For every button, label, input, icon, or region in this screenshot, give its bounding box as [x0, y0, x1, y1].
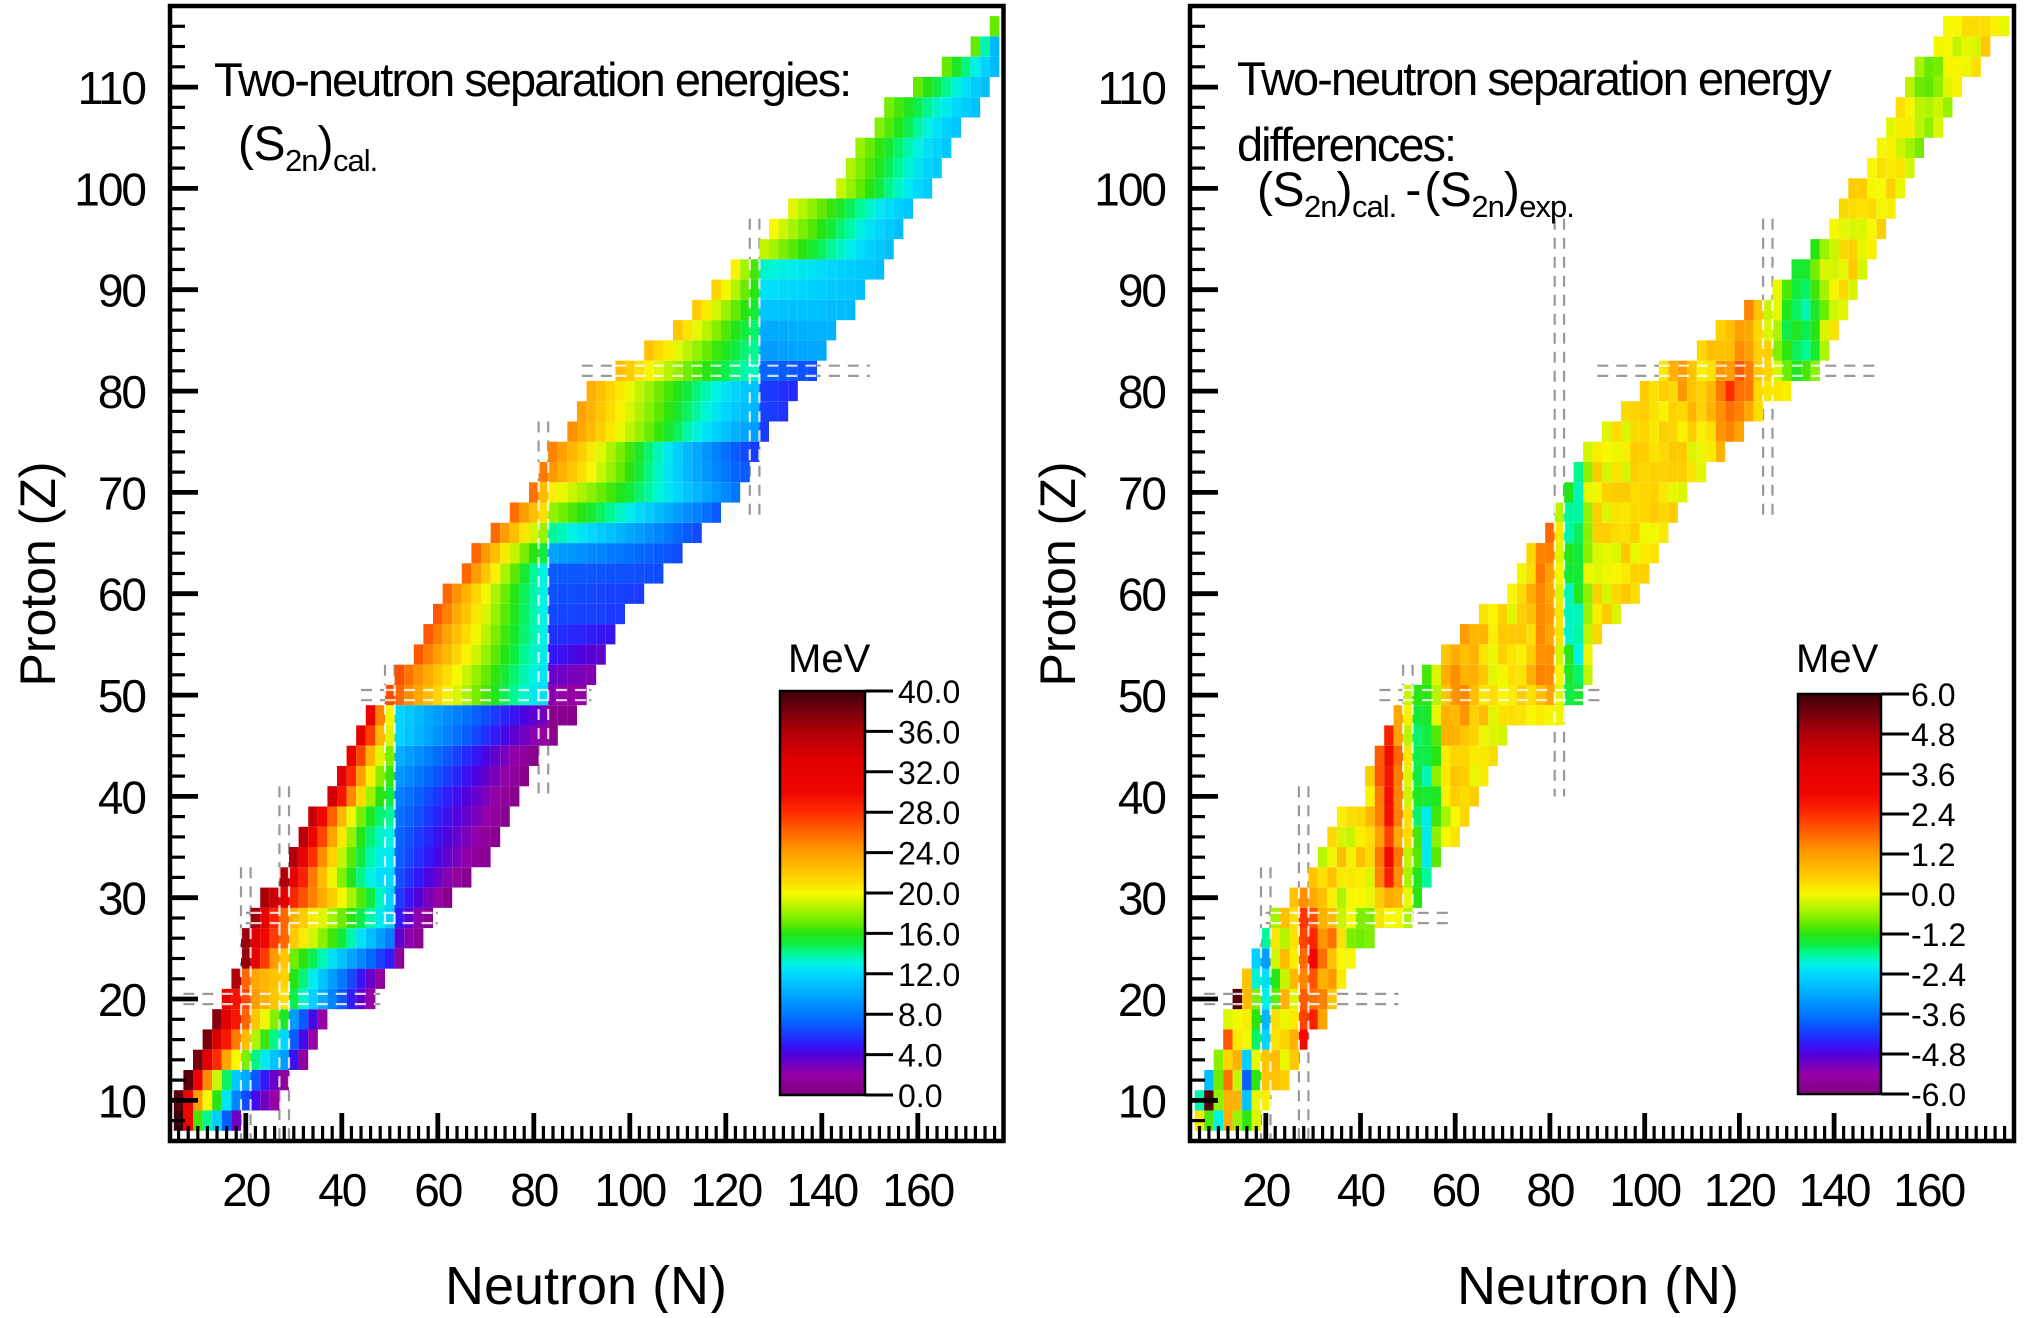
svg-text:60: 60 — [414, 1164, 462, 1216]
svg-text:90: 90 — [98, 265, 146, 317]
svg-text:160: 160 — [1893, 1164, 1964, 1216]
svg-text:4.0: 4.0 — [898, 1038, 942, 1074]
svg-text:6.0: 6.0 — [1911, 677, 1955, 713]
svg-text:30: 30 — [98, 873, 146, 925]
svg-text:40: 40 — [1337, 1164, 1385, 1216]
svg-text:0.0: 0.0 — [898, 1078, 942, 1114]
svg-text:20: 20 — [98, 974, 146, 1026]
svg-text:MeV: MeV — [1796, 637, 1879, 681]
svg-text:110: 110 — [1098, 62, 1166, 114]
svg-text:100: 100 — [1094, 163, 1165, 215]
svg-text:40: 40 — [98, 771, 146, 823]
svg-text:16.0: 16.0 — [898, 916, 960, 952]
svg-text:120: 120 — [690, 1164, 761, 1216]
svg-text:20: 20 — [1118, 974, 1166, 1026]
svg-text:100: 100 — [1609, 1164, 1680, 1216]
svg-text:100: 100 — [74, 163, 145, 215]
svg-text:Two-neutron separation energie: Two-neutron separation energies: — [214, 53, 850, 106]
svg-text:-6.0: -6.0 — [1911, 1077, 1966, 1113]
svg-text:80: 80 — [98, 366, 146, 418]
svg-text:differences:: differences: — [1237, 118, 1455, 171]
svg-text:Neutron (N): Neutron (N) — [445, 1256, 727, 1313]
svg-text:80: 80 — [1526, 1164, 1574, 1216]
svg-text:120: 120 — [1704, 1164, 1775, 1216]
svg-text:110: 110 — [78, 62, 146, 114]
svg-text:60: 60 — [98, 569, 146, 621]
svg-text:32.0: 32.0 — [898, 755, 960, 791]
svg-text:24.0: 24.0 — [898, 836, 960, 872]
svg-text:-4.8: -4.8 — [1911, 1037, 1966, 1073]
svg-text:0.0: 0.0 — [1911, 877, 1955, 913]
svg-text:3.6: 3.6 — [1911, 757, 1955, 793]
svg-text:80: 80 — [1118, 366, 1166, 418]
svg-text:40.0: 40.0 — [898, 674, 960, 710]
svg-text:60: 60 — [1432, 1164, 1480, 1216]
svg-text:Neutron (N): Neutron (N) — [1457, 1256, 1739, 1313]
svg-text:-1.2: -1.2 — [1911, 917, 1966, 953]
svg-text:1.2: 1.2 — [1911, 837, 1955, 873]
svg-text:MeV: MeV — [788, 637, 871, 681]
svg-text:20: 20 — [222, 1164, 270, 1216]
svg-text:20: 20 — [1242, 1164, 1290, 1216]
svg-text:60: 60 — [1118, 569, 1166, 621]
svg-text:90: 90 — [1118, 265, 1166, 317]
svg-text:50: 50 — [98, 670, 146, 722]
svg-text:-3.6: -3.6 — [1911, 997, 1966, 1033]
svg-text:10: 10 — [98, 1075, 146, 1127]
svg-text:50: 50 — [1118, 670, 1166, 722]
svg-text:70: 70 — [98, 467, 146, 519]
svg-text:Proton (Z): Proton (Z) — [1030, 461, 1086, 686]
svg-text:40: 40 — [1118, 771, 1166, 823]
svg-text:28.0: 28.0 — [898, 795, 960, 831]
svg-text:40: 40 — [318, 1164, 366, 1216]
svg-text:140: 140 — [786, 1164, 857, 1216]
svg-text:140: 140 — [1799, 1164, 1870, 1216]
svg-text:80: 80 — [510, 1164, 558, 1216]
svg-text:160: 160 — [882, 1164, 953, 1216]
svg-text:12.0: 12.0 — [898, 957, 960, 993]
svg-text:2.4: 2.4 — [1911, 797, 1955, 833]
svg-text:70: 70 — [1118, 467, 1166, 519]
svg-text:-2.4: -2.4 — [1911, 957, 1966, 993]
svg-text:10: 10 — [1118, 1075, 1166, 1127]
svg-text:36.0: 36.0 — [898, 714, 960, 750]
svg-text:20.0: 20.0 — [898, 876, 960, 912]
svg-text:Two-neutron separation energy: Two-neutron separation energy — [1237, 52, 1832, 105]
svg-text:100: 100 — [594, 1164, 665, 1216]
svg-text:Proton (Z): Proton (Z) — [10, 461, 66, 686]
svg-text:8.0: 8.0 — [898, 997, 942, 1033]
svg-text:(S2n)cal. - (S2n)exp.: (S2n)cal. - (S2n)exp. — [1257, 164, 1574, 224]
svg-text:30: 30 — [1118, 873, 1166, 925]
svg-text:4.8: 4.8 — [1911, 717, 1955, 753]
